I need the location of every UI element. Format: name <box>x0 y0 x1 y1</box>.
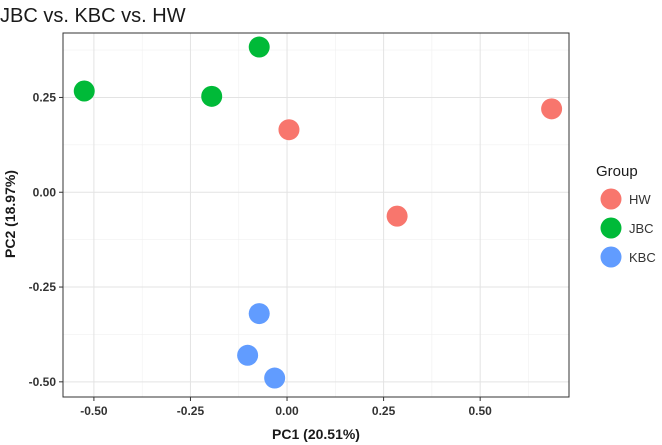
legend-title: Group <box>596 163 638 180</box>
point-kbc <box>248 303 270 325</box>
x-tick-label: -0.25 <box>177 404 205 418</box>
point-jbc <box>201 85 223 107</box>
x-tick-label: -0.50 <box>80 404 108 418</box>
chart-title: JBC vs. KBC vs. HW <box>0 5 186 27</box>
plot-panel-border <box>62 32 570 398</box>
legend-label-jbc: JBC <box>629 221 654 236</box>
point-hw <box>386 205 408 227</box>
x-axis-title: PC1 (20.51%) <box>272 426 360 442</box>
legend-key-kbc <box>600 246 622 268</box>
y-tick-label: 0.25 <box>33 90 57 104</box>
point-kbc <box>264 367 286 389</box>
legend-key-jbc <box>600 217 622 239</box>
axis-ticks: -0.50 -0.25 0.00 0.25 0.50 -0.50 -0.25 0.00 0.25 <box>29 90 493 418</box>
plot-points <box>73 36 563 389</box>
legend-label-hw: HW <box>629 192 651 207</box>
point-jbc <box>73 80 95 102</box>
legend: Group HW JBC KBC <box>596 163 656 268</box>
x-tick-label: 0.50 <box>468 404 492 418</box>
point-hw <box>541 98 563 120</box>
point-kbc <box>237 344 259 366</box>
y-tick-label: -0.25 <box>29 280 57 294</box>
point-hw <box>278 119 300 141</box>
legend-label-kbc: KBC <box>629 250 656 265</box>
x-tick-label: 0.00 <box>275 404 299 418</box>
y-tick-label: -0.50 <box>29 375 57 389</box>
x-tick-label: 0.25 <box>372 404 396 418</box>
y-axis-title: PC2 (18.97%) <box>2 170 18 258</box>
point-jbc <box>248 36 270 58</box>
legend-key-hw <box>600 188 622 210</box>
plot-grid <box>63 33 569 397</box>
y-tick-label: 0.00 <box>33 185 57 199</box>
